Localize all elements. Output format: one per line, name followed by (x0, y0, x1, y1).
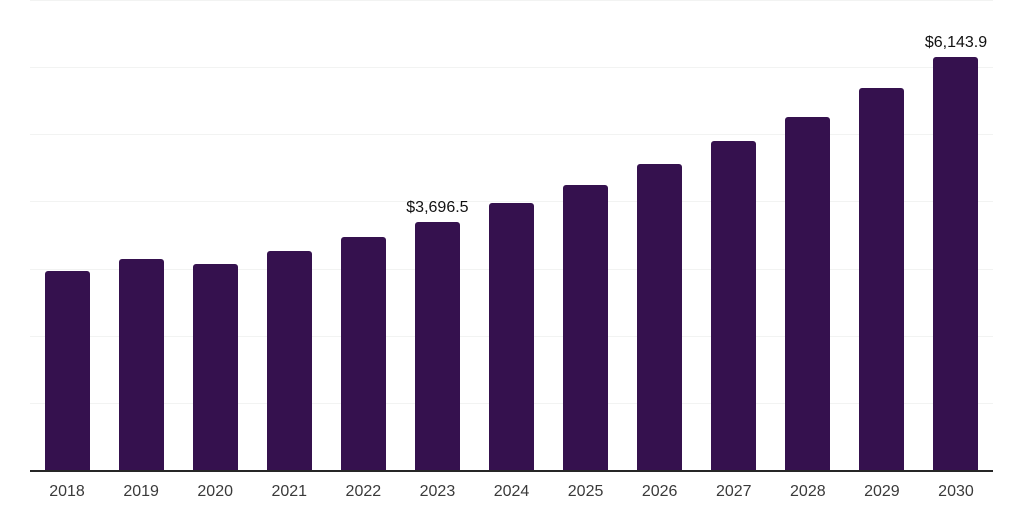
x-tick-2022: 2022 (345, 483, 382, 500)
data-label-2030: $6,143.9 (924, 34, 988, 52)
bar-2019[interactable] (118, 259, 164, 470)
bar-2026[interactable] (637, 164, 683, 470)
x-tick-2023: 2023 (419, 483, 456, 500)
x-tick-2021: 2021 (271, 483, 308, 500)
bar-2024[interactable] (489, 203, 534, 470)
bar-slot (252, 0, 326, 470)
bar-slot (326, 0, 400, 470)
bar-slot (845, 0, 919, 470)
gridline (30, 0, 993, 1)
data-label-2023: $3,696.5 (406, 198, 469, 216)
x-tick-2019: 2019 (123, 483, 159, 500)
bar-2029[interactable] (859, 88, 905, 470)
bar-2018[interactable] (44, 271, 90, 470)
x-tick-2029: 2029 (864, 483, 900, 500)
x-tick-2028: 2028 (790, 483, 826, 500)
bar-slot (474, 0, 548, 470)
bar-slot (623, 0, 697, 470)
bar-2030[interactable] (933, 57, 979, 470)
x-axis: 2018 2019 2020 2021 2022 2023 2024 2025 2026 2027… (30, 472, 993, 510)
gridline (30, 134, 993, 136)
bar-2022[interactable] (340, 236, 386, 470)
bar-slot (30, 0, 104, 470)
x-tick-2020: 2020 (197, 483, 233, 500)
bar-2020[interactable] (192, 263, 238, 470)
bar-slot (178, 0, 252, 470)
gridline (30, 67, 993, 69)
bar-slot (104, 0, 178, 470)
bar-2021[interactable] (266, 251, 312, 470)
bar-slot (697, 0, 771, 470)
bar-2023[interactable] (414, 221, 460, 470)
bar-2028[interactable] (785, 116, 831, 470)
bar-slot: $6,143.9 (919, 0, 993, 470)
x-tick-2027: 2027 (715, 483, 752, 500)
x-tick-2018: 2018 (49, 483, 85, 500)
x-tick-2026: 2026 (641, 483, 678, 500)
bar-2025[interactable] (563, 185, 609, 470)
bar-slot (549, 0, 623, 470)
x-tick-2030: 2030 (938, 483, 974, 500)
x-tick-2024: 2024 (493, 483, 530, 500)
bar-slot (771, 0, 845, 470)
bar-2027[interactable] (711, 141, 757, 470)
gridline (30, 201, 993, 203)
bar-slot: $3,696.5 (400, 0, 474, 470)
x-tick-2025: 2025 (567, 483, 604, 500)
plot-area: $3,696.5 $6,143.9 (30, 0, 993, 472)
